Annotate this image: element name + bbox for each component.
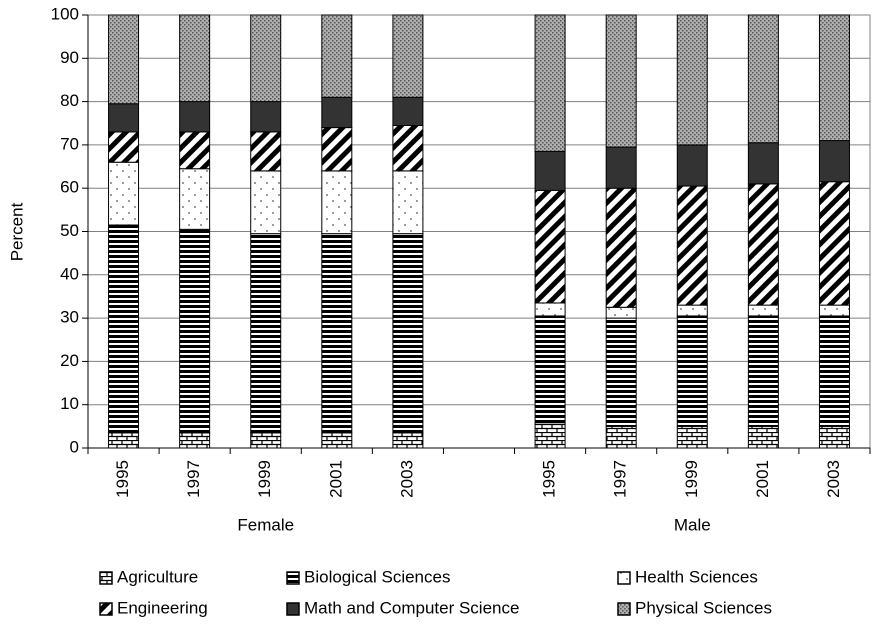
bar-segment	[179, 14, 211, 103]
bar-segment	[179, 432, 211, 449]
y-tick-label: 70	[60, 134, 79, 153]
y-tick-label: 0	[70, 437, 79, 456]
group-label: Male	[674, 515, 711, 534]
bar-segment	[534, 150, 566, 191]
bar-segment	[676, 304, 708, 317]
y-axis-label: Percent	[7, 202, 26, 261]
bar-segment	[108, 432, 140, 449]
legend-swatch	[286, 571, 300, 585]
group-label: Female	[237, 515, 294, 534]
bar-segment	[818, 425, 850, 449]
bar-segment	[534, 423, 566, 449]
legend-swatch	[617, 571, 631, 585]
x-tick-label: 2001	[326, 460, 345, 498]
bar-segment	[108, 131, 140, 163]
bar-segment	[534, 302, 566, 317]
bar-segment	[818, 315, 850, 427]
y-tick-label: 90	[60, 48, 79, 67]
x-tick-label: 2003	[824, 460, 843, 498]
bar-segment	[250, 14, 282, 103]
bar-segment	[747, 425, 779, 449]
bar-segment	[250, 432, 282, 449]
x-tick-label: 1999	[682, 460, 701, 498]
bar-segment	[605, 317, 637, 427]
x-tick-label: 1997	[611, 460, 630, 498]
bar-segment	[321, 127, 353, 172]
bar-segment	[108, 224, 140, 434]
x-tick-label: 1995	[540, 460, 559, 498]
bar-segment	[179, 228, 211, 434]
x-tick-label: 1995	[113, 460, 132, 498]
bar-segment	[605, 425, 637, 449]
bar-segment	[392, 170, 424, 235]
bar-segment	[179, 101, 211, 133]
bar-segment	[392, 96, 424, 126]
bar-segment	[747, 315, 779, 427]
bar-segment	[747, 142, 779, 185]
bar-segment	[108, 14, 140, 105]
bar-segment	[392, 432, 424, 449]
bar-segment	[676, 14, 708, 146]
y-tick-label: 10	[60, 394, 79, 413]
bar-segment	[534, 189, 566, 304]
bar-segment	[108, 103, 140, 133]
bar-segment	[534, 315, 566, 425]
bar-segment	[392, 124, 424, 172]
x-tick-label: 1997	[184, 460, 203, 498]
legend-label: Engineering	[117, 598, 208, 617]
bar-segment	[250, 170, 282, 235]
x-tick-label: 2003	[397, 460, 416, 498]
legend-swatch	[617, 602, 631, 616]
bar-segment	[605, 187, 637, 308]
bar-segment	[747, 183, 779, 306]
bar-segment	[818, 14, 850, 142]
y-tick-label: 30	[60, 308, 79, 327]
bar-segment	[250, 131, 282, 172]
legend-swatch	[286, 602, 300, 616]
y-tick-label: 20	[60, 351, 79, 370]
x-tick-label: 1999	[255, 460, 274, 498]
x-tick-label: 2001	[753, 460, 772, 498]
legend-label: Agriculture	[117, 567, 198, 586]
bar-segment	[534, 14, 566, 152]
bar-segment	[321, 432, 353, 449]
bar-segment	[321, 96, 353, 129]
bar-segment	[676, 425, 708, 449]
bar-segment	[818, 181, 850, 306]
bar-segment	[179, 168, 211, 230]
bar-segment	[818, 140, 850, 183]
y-tick-label: 80	[60, 91, 79, 110]
bar-segment	[321, 170, 353, 235]
bar-segment	[747, 14, 779, 144]
y-tick-label: 50	[60, 221, 79, 240]
legend-label: Health Sciences	[635, 567, 758, 586]
bar-segment	[605, 14, 637, 148]
y-tick-label: 100	[51, 4, 79, 23]
bar-segment	[321, 233, 353, 434]
bar-segment	[747, 304, 779, 317]
y-tick-label: 40	[60, 264, 79, 283]
bar-segment	[392, 14, 424, 98]
bar-segment	[605, 306, 637, 319]
legend-swatch	[99, 571, 113, 585]
bar-segment	[108, 161, 140, 226]
bar-segment	[676, 315, 708, 427]
bar-segment	[321, 14, 353, 98]
bar-segment	[179, 131, 211, 170]
y-tick-label: 60	[60, 178, 79, 197]
bar-segment	[818, 304, 850, 317]
legend-label: Biological Sciences	[304, 567, 450, 586]
bar-segment	[392, 233, 424, 434]
legend-label: Math and Computer Science	[304, 598, 519, 617]
legend-swatch	[99, 602, 113, 616]
legend-label: Physical Sciences	[635, 598, 772, 617]
bar-segment	[676, 185, 708, 306]
bar-segment	[250, 233, 282, 434]
bar-segment	[605, 146, 637, 189]
bar-segment	[250, 101, 282, 133]
bar-segment	[676, 144, 708, 187]
